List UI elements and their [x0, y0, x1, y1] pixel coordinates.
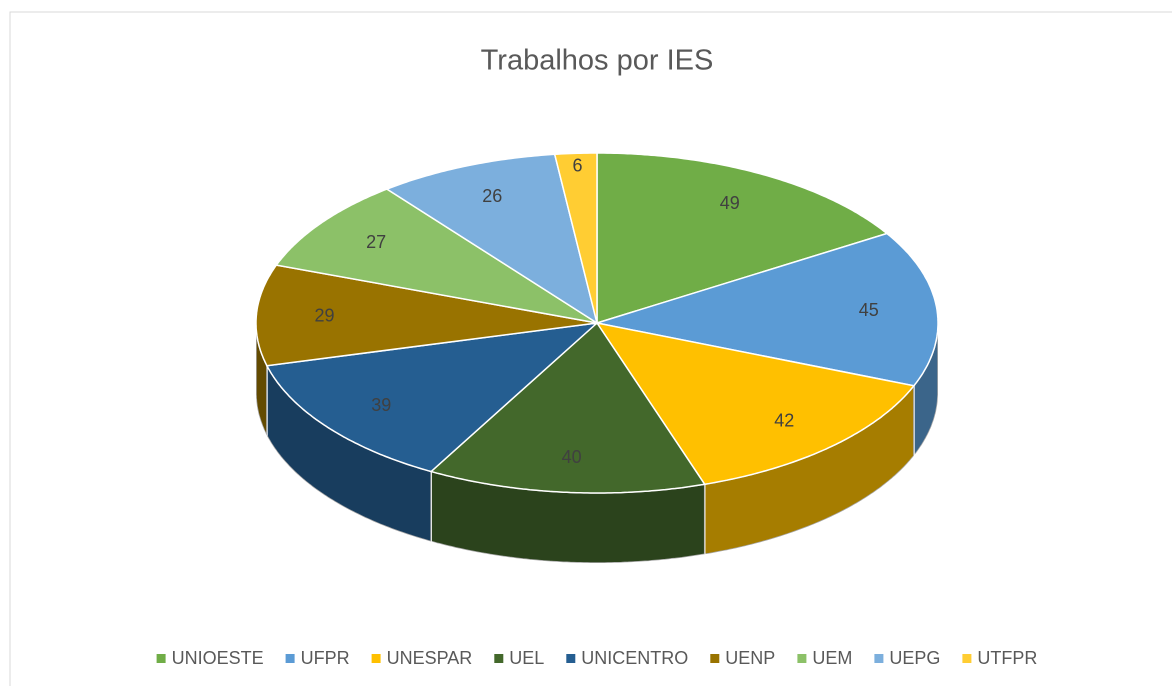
legend-swatch	[285, 654, 295, 663]
legend-label: UNESPAR	[387, 648, 473, 668]
slice	[429, 321, 706, 494]
slice-side-shade	[431, 471, 705, 563]
legend-item: UENP	[710, 648, 775, 668]
legend-swatch	[371, 654, 381, 663]
slice	[595, 321, 916, 486]
data-label: 42	[774, 411, 794, 431]
slice	[255, 264, 598, 367]
data-label: 49	[720, 193, 740, 213]
slice	[596, 232, 939, 387]
data-label: 26	[482, 186, 502, 206]
legend-item: UNICENTRO	[566, 648, 688, 668]
slice	[553, 152, 598, 324]
data-label: 6	[572, 156, 582, 176]
slice	[385, 153, 599, 325]
slice	[265, 321, 600, 473]
legend-swatch	[156, 654, 166, 663]
legend-label: UEM	[812, 648, 852, 668]
legend-item: UTFPR	[962, 648, 1037, 668]
legend-item: UEL	[494, 648, 544, 668]
legend-item: UEM	[797, 648, 852, 668]
data-label: 39	[371, 395, 391, 415]
data-label: 29	[314, 305, 334, 325]
legend-label: UNIOESTE	[172, 648, 264, 668]
slice-side-shade	[256, 323, 267, 436]
legend-swatch	[494, 654, 504, 663]
slice-side-shade	[704, 385, 914, 555]
legend-label: UENP	[725, 648, 775, 668]
legend-swatch	[797, 654, 807, 663]
legend-item: UEPG	[874, 648, 940, 668]
legend-label: UEPG	[889, 648, 940, 668]
legend-label: UNICENTRO	[581, 648, 688, 668]
legend-swatch	[710, 654, 720, 663]
legend-label: UTFPR	[977, 648, 1037, 668]
slice	[596, 152, 889, 325]
legend-swatch	[962, 654, 972, 663]
legend-item: UNESPAR	[371, 648, 473, 668]
data-label: 45	[859, 300, 879, 320]
legend-swatch	[874, 654, 884, 663]
data-label: 40	[562, 447, 582, 467]
legend-swatch	[566, 654, 576, 663]
legend-item: UNIOESTE	[156, 648, 264, 668]
legend-label: UEL	[509, 648, 544, 668]
chart-title: Trabalhos por IES	[481, 45, 714, 77]
slice	[275, 188, 598, 324]
legend-item: UFPR	[285, 648, 350, 668]
data-label: 27	[366, 232, 386, 252]
legend-label: UFPR	[301, 648, 350, 668]
slice-side-shade	[266, 365, 432, 542]
